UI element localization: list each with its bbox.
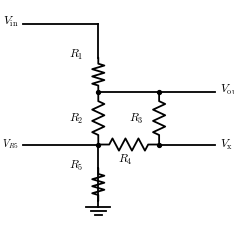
Text: $V_\mathrm{in}$: $V_\mathrm{in}$ [3, 15, 19, 29]
Text: $R_3$: $R_3$ [129, 112, 144, 126]
Text: $R_4$: $R_4$ [118, 153, 133, 167]
Text: $R_1$: $R_1$ [69, 48, 83, 62]
Text: $R_5$: $R_5$ [69, 159, 83, 173]
Text: $V_\mathrm{x}$: $V_\mathrm{x}$ [220, 137, 233, 152]
Text: $R_2$: $R_2$ [69, 112, 83, 126]
Text: $V_{R5}$: $V_{R5}$ [2, 138, 19, 151]
Text: $V_\mathrm{out}$: $V_\mathrm{out}$ [220, 83, 234, 98]
